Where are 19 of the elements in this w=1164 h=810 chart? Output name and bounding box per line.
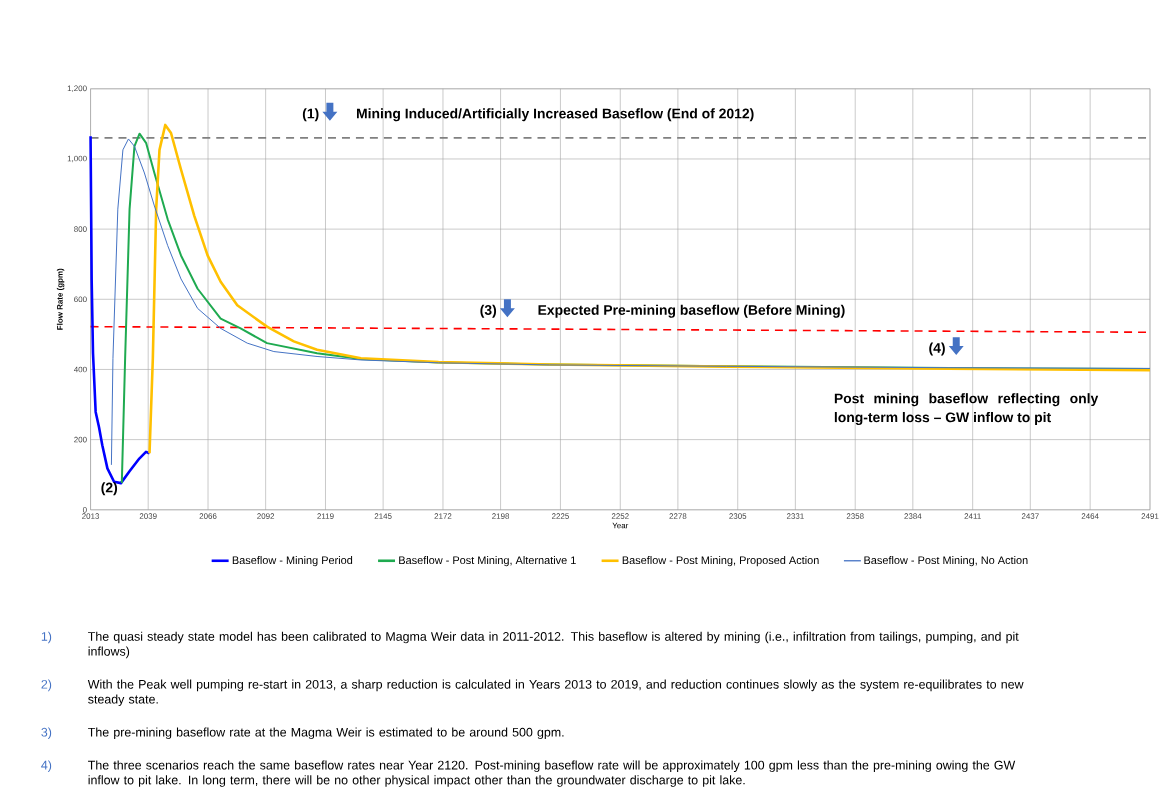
legend-label: Baseflow - Post Mining, Proposed Action bbox=[622, 556, 819, 567]
annotation: Mining Induced/Artificially Increased Baseflow (End of 2012) bbox=[356, 108, 754, 122]
annotation: Post mining baseflow reflecting only long-term loss – GW inflow to pit bbox=[834, 393, 1099, 426]
text: 2) bbox=[41, 679, 52, 692]
text: With the Peak well pumping re-start in 2013, a sharp reduction is calculated in Years 2013 to 2019, and reduction continues slowly as the system re-equilibrates to new steady state. bbox=[87, 679, 1024, 707]
text: 4) bbox=[41, 760, 52, 772]
legend-label: Baseflow - Mining Period bbox=[232, 556, 353, 567]
text: The three scenarios reach the same baseflow rates near Year 2120. Post-mining baseflow rate will be approximately 100 gpm less than the pre-mining owing the GW inflow to pit lake. In long term, there will be no other physical impact other than the groundwater discharge to pit lake. bbox=[88, 760, 1016, 787]
text: 3) bbox=[41, 727, 52, 740]
annotation: (3) bbox=[480, 304, 497, 318]
legend-label: Baseflow - Post Mining, No Action bbox=[864, 556, 1028, 567]
annotation: (2) bbox=[101, 482, 118, 496]
annotation: (1) bbox=[302, 108, 319, 122]
text: The pre-mining baseflow rate at the Magma Weir is estimated to be around 500 gpm. bbox=[88, 727, 564, 740]
text: The quasi steady state model has been calibrated to Magma Weir data in 2011-2012. This baseflow is altered by mining (i.e., infiltration from tailings, pumping, and pit inflows) bbox=[88, 631, 1019, 659]
annotation: (4) bbox=[929, 342, 945, 356]
annotation: Expected Pre-mining baseflow (Before Mining) bbox=[538, 304, 845, 318]
legend-label: Baseflow - Post Mining, Alternative 1 bbox=[399, 556, 576, 567]
text: 1) bbox=[41, 631, 52, 644]
